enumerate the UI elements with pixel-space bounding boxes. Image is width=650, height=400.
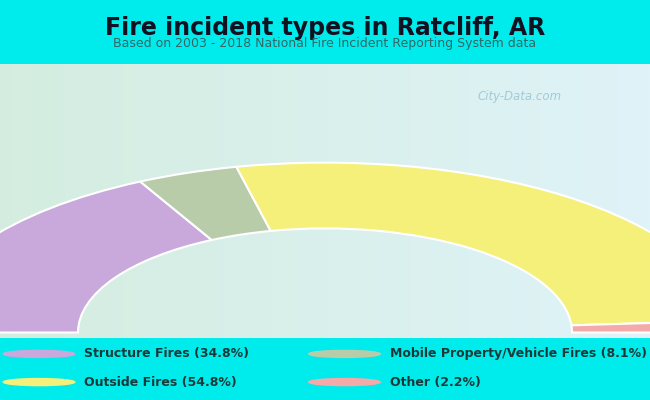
Circle shape <box>309 378 380 386</box>
Text: City-Data.com: City-Data.com <box>478 90 562 103</box>
Wedge shape <box>140 167 270 240</box>
Text: Other (2.2%): Other (2.2%) <box>390 376 481 388</box>
Text: Based on 2003 - 2018 National Fire Incident Reporting System data: Based on 2003 - 2018 National Fire Incid… <box>114 37 536 50</box>
Wedge shape <box>0 182 212 332</box>
Text: Fire incident types in Ratcliff, AR: Fire incident types in Ratcliff, AR <box>105 16 545 40</box>
Text: Structure Fires (34.8%): Structure Fires (34.8%) <box>84 348 250 360</box>
Text: Mobile Property/Vehicle Fires (8.1%): Mobile Property/Vehicle Fires (8.1%) <box>390 348 647 360</box>
Circle shape <box>3 378 75 386</box>
Wedge shape <box>237 163 650 325</box>
Wedge shape <box>571 321 650 332</box>
Circle shape <box>3 350 75 358</box>
Text: Outside Fires (54.8%): Outside Fires (54.8%) <box>84 376 237 388</box>
Circle shape <box>309 350 380 358</box>
